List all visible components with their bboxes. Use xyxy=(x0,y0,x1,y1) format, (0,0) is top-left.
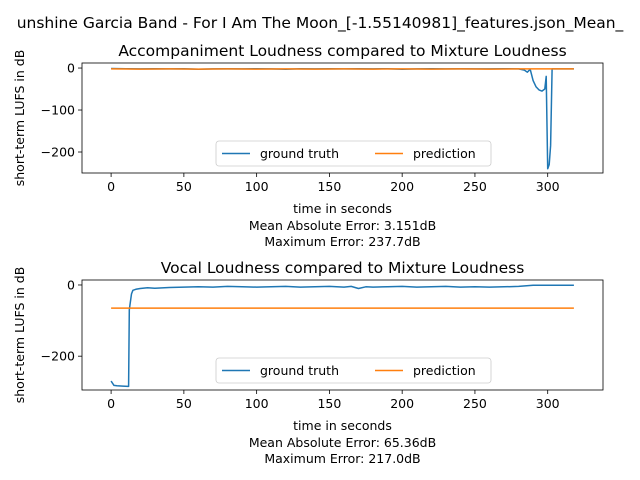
y-tick-label: −100 xyxy=(41,103,75,118)
x-tick-label: 50 xyxy=(176,396,192,411)
y-tick-label: −200 xyxy=(41,145,75,160)
x-tick-label: 200 xyxy=(390,396,414,411)
error-stat: Mean Absolute Error: 65.36dB xyxy=(249,435,436,450)
legend-label: prediction xyxy=(413,363,476,378)
y-tick-label: 0 xyxy=(67,61,75,76)
legend: ground truth prediction xyxy=(215,357,492,384)
y-axis-label: short-term LUFS in dB xyxy=(12,50,27,187)
legend-box xyxy=(215,357,492,384)
figure-suptitle: unshine Garcia Band - For I Am The Moon_… xyxy=(17,14,624,33)
x-tick-label: 150 xyxy=(317,179,341,194)
x-tick-label: 0 xyxy=(107,179,115,194)
x-tick-label: 250 xyxy=(463,396,487,411)
axes-frame xyxy=(81,62,604,174)
x-tick-label: 100 xyxy=(245,396,269,411)
y-axis-label: short-term LUFS in dB xyxy=(12,267,27,404)
x-tick-label: 300 xyxy=(536,179,560,194)
chart-title: Accompaniment Loudness compared to Mixtu… xyxy=(118,42,566,60)
x-tick-label: 250 xyxy=(463,179,487,194)
legend-label: prediction xyxy=(413,146,476,161)
chart-title: Vocal Loudness compared to Mixture Loudn… xyxy=(161,259,525,277)
error-stat: Maximum Error: 217.0dB xyxy=(264,451,420,466)
series-group xyxy=(110,284,574,388)
x-tick-label: 200 xyxy=(390,179,414,194)
x-tick-label: 50 xyxy=(176,179,192,194)
vocal-chart: Vocal Loudness compared to Mixture Loudn… xyxy=(12,259,604,466)
legend-label: ground truth xyxy=(260,363,339,378)
axes-frame xyxy=(81,279,604,391)
x-axis-label: time in seconds xyxy=(293,201,392,216)
accompaniment-chart: Accompaniment Loudness compared to Mixtu… xyxy=(12,42,604,249)
x-tick-label: 150 xyxy=(317,396,341,411)
x-tick-label: 100 xyxy=(245,179,269,194)
x-axis-label: time in seconds xyxy=(293,418,392,433)
series-group xyxy=(111,67,574,170)
error-stat: Mean Absolute Error: 3.151dB xyxy=(249,218,436,233)
y-tick-label: 0 xyxy=(67,277,75,292)
series-line-ground-truth xyxy=(110,284,574,388)
x-tick-label: 0 xyxy=(107,396,115,411)
legend: ground truth prediction xyxy=(215,140,492,167)
legend-label: ground truth xyxy=(260,146,339,161)
x-tick-label: 300 xyxy=(536,396,560,411)
error-stat: Maximum Error: 237.7dB xyxy=(264,234,420,249)
legend-box xyxy=(215,140,492,167)
y-tick-label: −200 xyxy=(41,349,75,364)
